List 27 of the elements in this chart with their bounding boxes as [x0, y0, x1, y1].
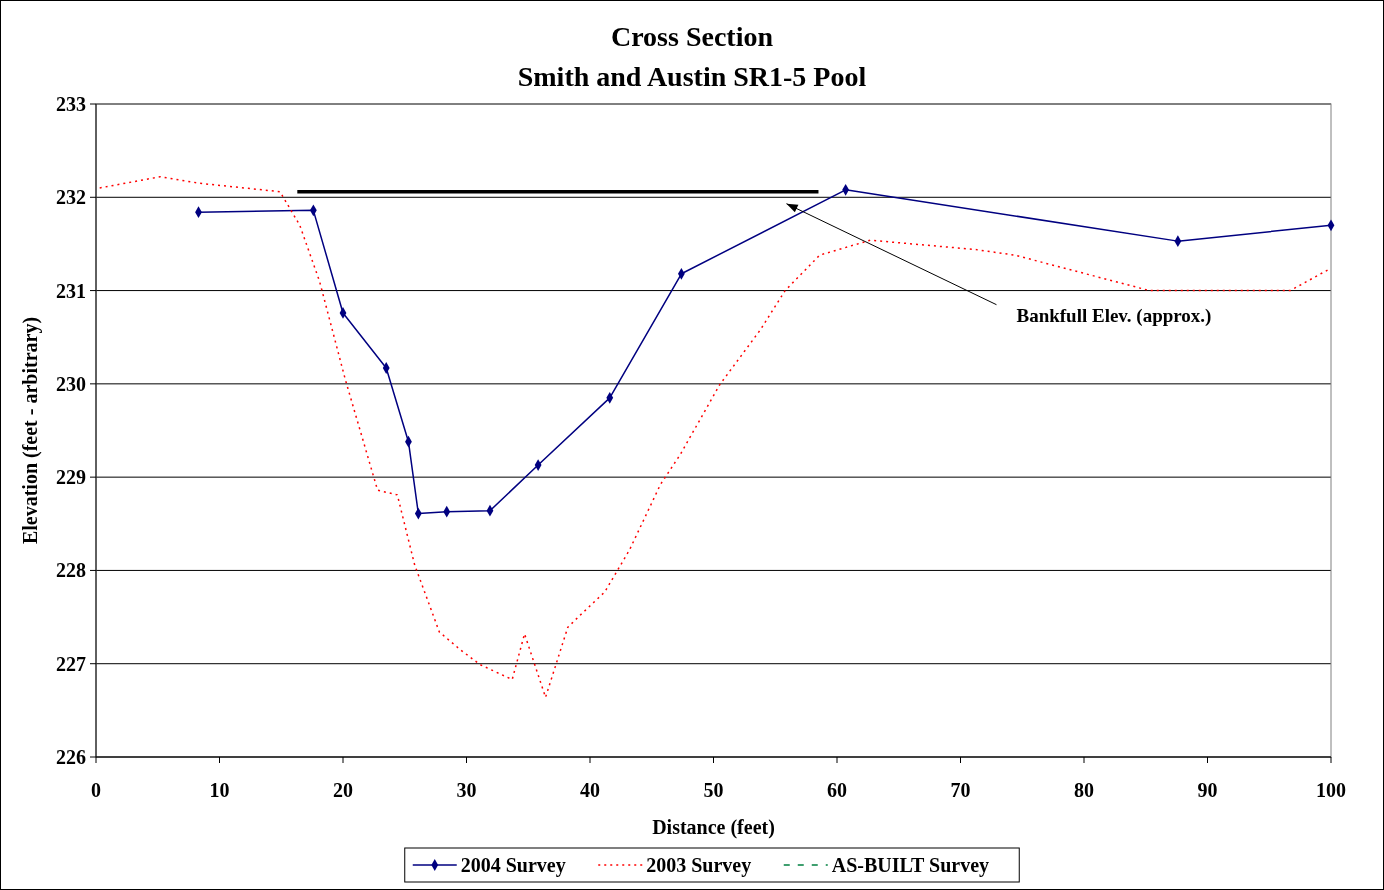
y-tick-label: 231 — [56, 279, 86, 302]
x-tick-label: 90 — [1197, 779, 1218, 801]
chart-subtitle: Smith and Austin SR1-5 Pool — [517, 61, 867, 92]
x-tick-label: 70 — [950, 779, 971, 801]
legend-label: AS-BUILT Survey — [831, 854, 990, 877]
y-tick-label: 226 — [56, 746, 86, 768]
legend-label: 2004 Survey — [460, 854, 566, 877]
x-tick-label: 0 — [91, 779, 101, 801]
chart-title: Cross Section — [610, 21, 774, 52]
x-tick-label: 60 — [827, 779, 847, 801]
annotation: Bankfull Elev. (approx.) — [1016, 304, 1212, 327]
legend-label: 2003 Survey — [646, 854, 752, 877]
x-tick-label: 40 — [580, 779, 600, 801]
y-tick-label: 229 — [56, 466, 86, 489]
x-tick-label: 30 — [456, 779, 477, 801]
x-tick-label: 50 — [703, 779, 724, 801]
y-tick-label: 227 — [56, 652, 86, 675]
x-tick-label: 100 — [1316, 779, 1346, 801]
x-tick-label: 10 — [209, 779, 230, 801]
y-axis-title: Elevation (feet - arbitrary) — [19, 316, 42, 545]
x-tick-label: 80 — [1074, 779, 1094, 801]
y-tick-label: 230 — [56, 372, 86, 395]
y-tick-label: 232 — [56, 186, 86, 209]
y-tick-label: 233 — [56, 93, 86, 115]
x-tick-label: 20 — [333, 779, 353, 801]
x-axis-title: Distance (feet) — [652, 816, 775, 839]
y-tick-label: 228 — [56, 559, 86, 582]
